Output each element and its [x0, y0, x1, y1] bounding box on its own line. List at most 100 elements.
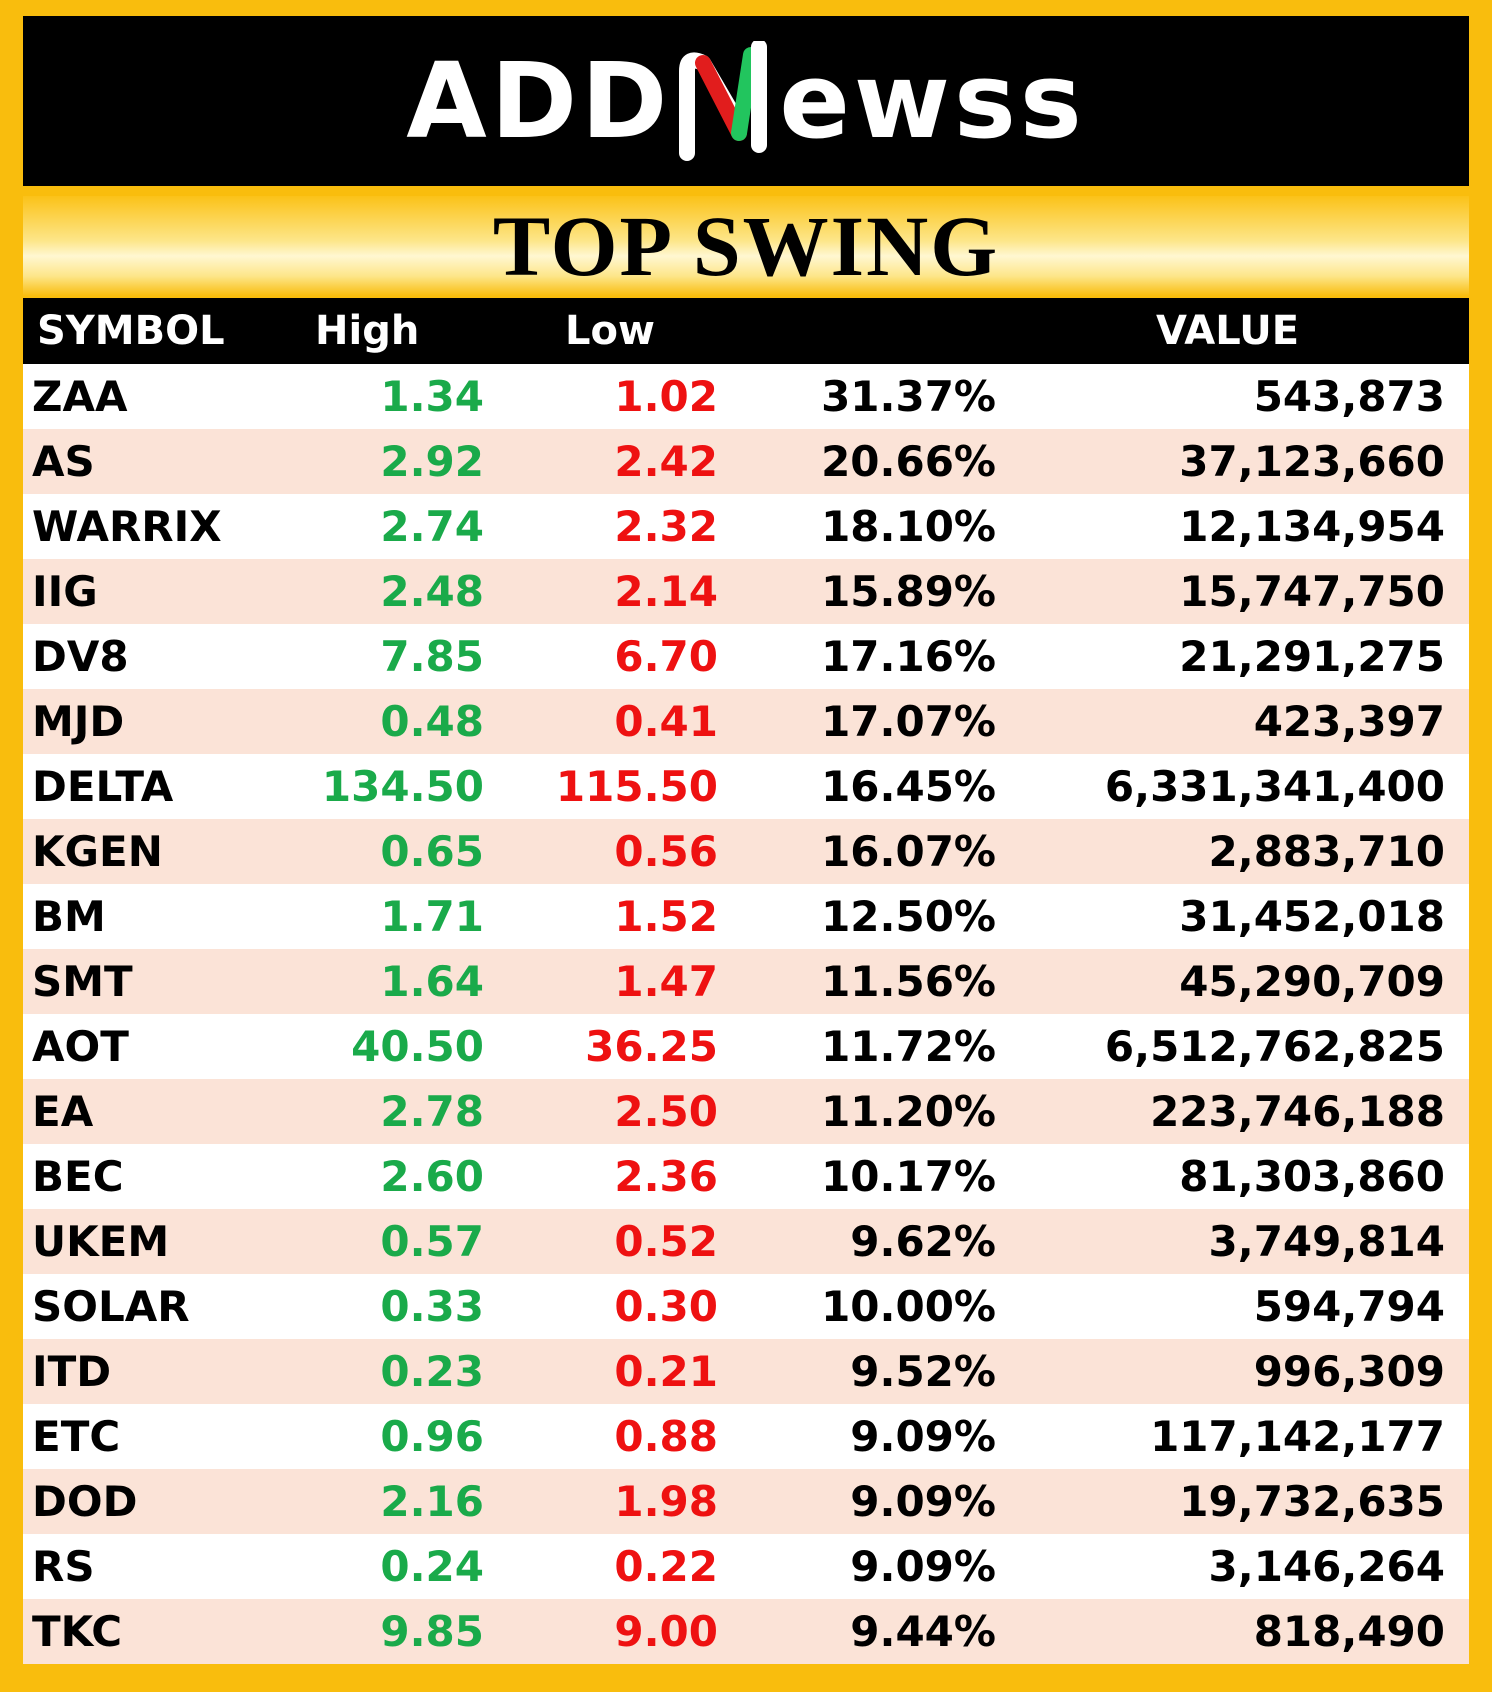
cell-low: 0.52: [614, 1217, 718, 1266]
cell-symbol: KGEN: [32, 827, 163, 876]
table-row: BM 1.71 1.52 12.50% 31,452,018: [23, 884, 1469, 949]
cell-high: 0.65: [380, 827, 484, 876]
cell-low: 0.41: [614, 697, 718, 746]
cell-percent: 10.17%: [821, 1152, 996, 1201]
cell-percent: 16.45%: [821, 762, 996, 811]
header-low: Low: [565, 308, 655, 354]
cell-percent: 9.52%: [850, 1347, 996, 1396]
cell-low: 1.47: [614, 957, 718, 1006]
cell-high: 2.60: [380, 1152, 484, 1201]
table-row: KGEN 0.65 0.56 16.07% 2,883,710: [23, 819, 1469, 884]
cell-symbol: MJD: [32, 697, 125, 746]
cell-high: 2.74: [380, 502, 484, 551]
cell-symbol: DELTA: [32, 762, 174, 811]
cell-percent: 9.62%: [850, 1217, 996, 1266]
table-row: RS 0.24 0.22 9.09% 3,146,264: [23, 1534, 1469, 1599]
cell-low: 0.22: [614, 1542, 718, 1591]
cell-symbol: IIG: [32, 567, 98, 616]
cell-symbol: UKEM: [32, 1217, 170, 1266]
cell-percent: 17.07%: [821, 697, 996, 746]
table-row: TKC 9.85 9.00 9.44% 818,490: [23, 1599, 1469, 1664]
cell-low: 1.98: [614, 1477, 718, 1526]
cell-low: 36.25: [585, 1022, 718, 1071]
table-row: BEC 2.60 2.36 10.17% 81,303,860: [23, 1144, 1469, 1209]
cell-value: 3,146,264: [1208, 1542, 1445, 1591]
cell-percent: 9.09%: [850, 1477, 996, 1526]
logo-left-text: ADD: [406, 40, 672, 162]
cell-high: 0.48: [380, 697, 484, 746]
cell-low: 2.36: [614, 1152, 718, 1201]
table-row: ITD 0.23 0.21 9.52% 996,309: [23, 1339, 1469, 1404]
table-row: ETC 0.96 0.88 9.09% 117,142,177: [23, 1404, 1469, 1469]
page-title: TOP SWING: [492, 198, 1000, 294]
logo-bar: ADD ewss: [23, 16, 1469, 186]
cell-low: 2.50: [614, 1087, 718, 1136]
cell-high: 1.64: [380, 957, 484, 1006]
table-row: EA 2.78 2.50 11.20% 223,746,188: [23, 1079, 1469, 1144]
cell-symbol: BM: [32, 892, 106, 941]
logo-n-mark-icon: [673, 39, 773, 161]
cell-symbol: ETC: [32, 1412, 121, 1461]
cell-low: 1.02: [614, 372, 718, 421]
cell-high: 134.50: [321, 762, 484, 811]
cell-percent: 9.09%: [850, 1542, 996, 1591]
cell-low: 6.70: [614, 632, 718, 681]
table-body: ZAA 1.34 1.02 31.37% 543,873 AS 2.92 2.42 20.66%…: [23, 364, 1469, 1664]
cell-symbol: ZAA: [32, 372, 128, 421]
title-band: TOP SWING: [23, 196, 1469, 296]
cell-high: 1.34: [380, 372, 484, 421]
cell-high: 2.78: [380, 1087, 484, 1136]
table-row: SOLAR 0.33 0.30 10.00% 594,794: [23, 1274, 1469, 1339]
cell-percent: 31.37%: [821, 372, 996, 421]
addnewss-logo: ADD ewss: [406, 39, 1086, 162]
cell-low: 2.14: [614, 567, 718, 616]
cell-high: 0.24: [380, 1542, 484, 1591]
cell-high: 9.85: [380, 1607, 484, 1656]
cell-value: 996,309: [1253, 1347, 1445, 1396]
cell-symbol: TKC: [32, 1607, 123, 1656]
cell-value: 12,134,954: [1179, 502, 1445, 551]
cell-high: 0.33: [380, 1282, 484, 1331]
cell-high: 2.48: [380, 567, 484, 616]
cell-percent: 11.20%: [821, 1087, 996, 1136]
table-row: UKEM 0.57 0.52 9.62% 3,749,814: [23, 1209, 1469, 1274]
table-row: DV8 7.85 6.70 17.16% 21,291,275: [23, 624, 1469, 689]
table-row: IIG 2.48 2.14 15.89% 15,747,750: [23, 559, 1469, 624]
cell-value: 117,142,177: [1150, 1412, 1445, 1461]
cell-high: 1.71: [380, 892, 484, 941]
cell-low: 2.42: [614, 437, 718, 486]
cell-percent: 12.50%: [821, 892, 996, 941]
cell-low: 0.30: [614, 1282, 718, 1331]
cell-symbol: ITD: [32, 1347, 112, 1396]
cell-symbol: AS: [32, 437, 95, 486]
cell-percent: 11.72%: [821, 1022, 996, 1071]
cell-low: 0.21: [614, 1347, 718, 1396]
cell-percent: 9.44%: [850, 1607, 996, 1656]
cell-value: 37,123,660: [1179, 437, 1445, 486]
cell-high: 2.92: [380, 437, 484, 486]
cell-percent: 17.16%: [821, 632, 996, 681]
cell-low: 9.00: [614, 1607, 718, 1656]
cell-high: 2.16: [380, 1477, 484, 1526]
cell-low: 0.56: [614, 827, 718, 876]
header-high: High: [315, 308, 420, 354]
cell-symbol: EA: [32, 1087, 94, 1136]
cell-value: 543,873: [1253, 372, 1445, 421]
cell-value: 6,512,762,825: [1104, 1022, 1445, 1071]
table-row: DELTA 134.50 115.50 16.45% 6,331,341,400: [23, 754, 1469, 819]
cell-low: 2.32: [614, 502, 718, 551]
cell-value: 45,290,709: [1179, 957, 1445, 1006]
cell-low: 0.88: [614, 1412, 718, 1461]
cell-high: 0.57: [380, 1217, 484, 1266]
table-row: AOT 40.50 36.25 11.72% 6,512,762,825: [23, 1014, 1469, 1079]
table-header: SYMBOL High Low VALUE: [23, 298, 1469, 364]
cell-value: 81,303,860: [1179, 1152, 1445, 1201]
cell-value: 2,883,710: [1208, 827, 1445, 876]
cell-percent: 20.66%: [821, 437, 996, 486]
cell-value: 19,732,635: [1179, 1477, 1445, 1526]
cell-low: 1.52: [614, 892, 718, 941]
cell-value: 818,490: [1253, 1607, 1445, 1656]
cell-percent: 16.07%: [821, 827, 996, 876]
cell-symbol: SMT: [32, 957, 133, 1006]
table-row: SMT 1.64 1.47 11.56% 45,290,709: [23, 949, 1469, 1014]
